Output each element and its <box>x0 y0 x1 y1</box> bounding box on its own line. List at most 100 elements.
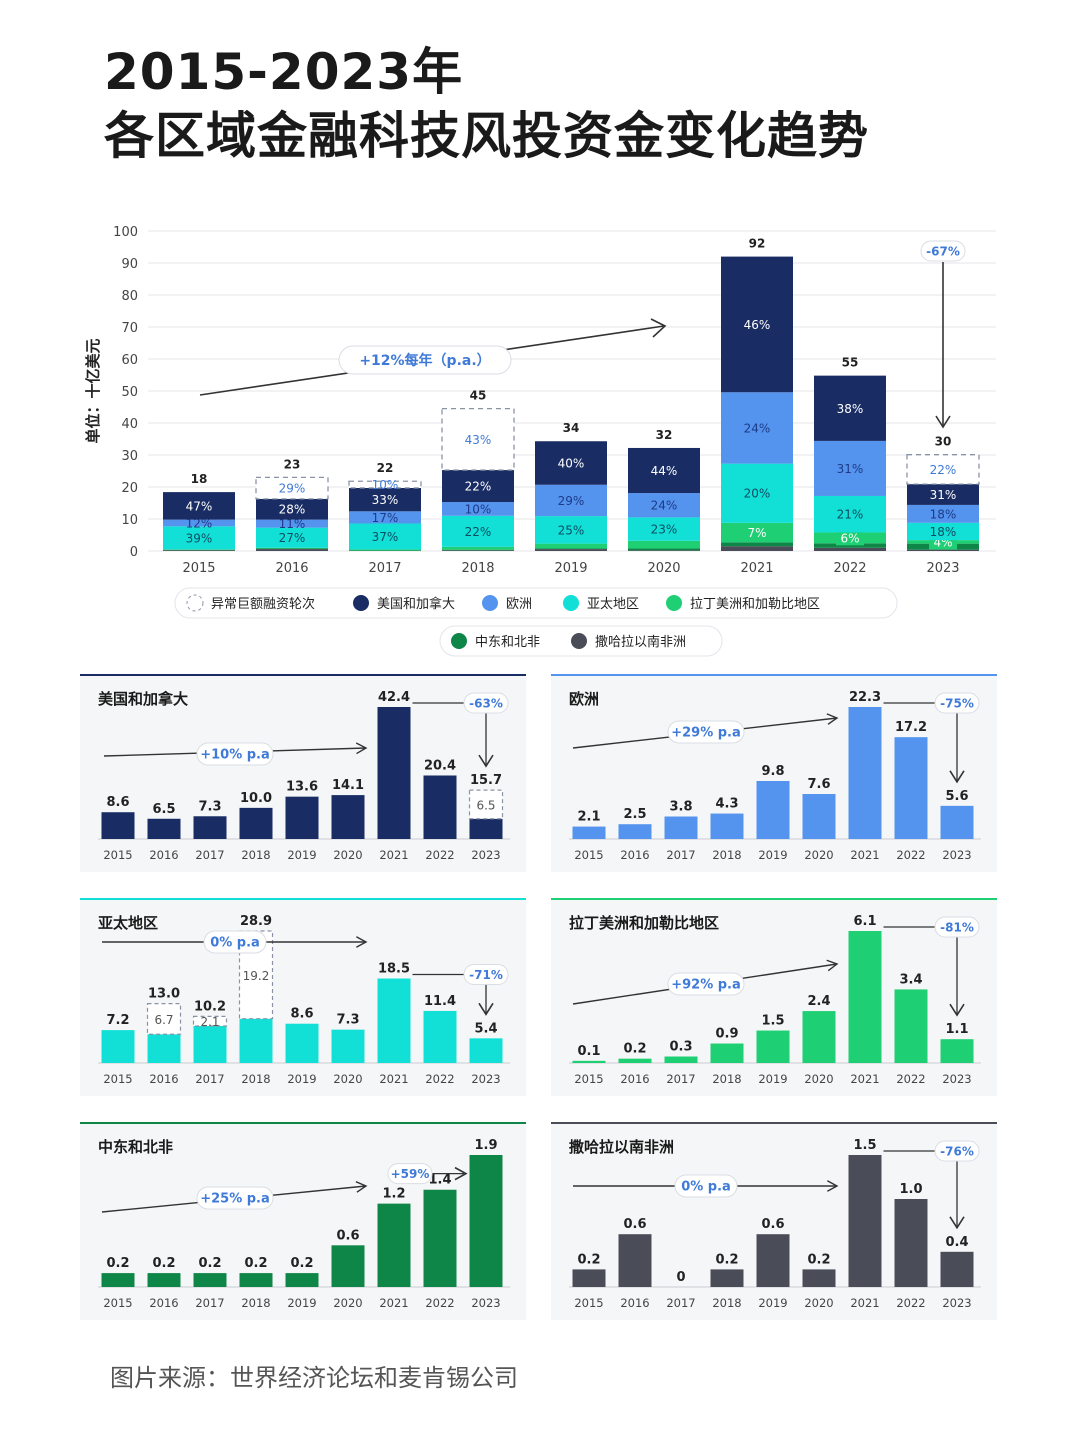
x-tick-label: 2015 <box>103 1072 132 1086</box>
trend-arrow-head <box>826 713 839 725</box>
source-note: 图片来源：世界经济论坛和麦肯锡公司 <box>110 1364 518 1392</box>
bar <box>894 737 928 839</box>
value-label: 7.3 <box>336 1013 359 1028</box>
value-label: 2.1 <box>577 810 600 825</box>
x-tick-label: 2018 <box>241 1072 270 1086</box>
drop-pill: -71% <box>463 964 509 986</box>
bar <box>618 1234 652 1287</box>
growth-pill: +59% <box>387 1163 433 1185</box>
bar <box>101 812 135 839</box>
total-label: 32 <box>656 428 673 442</box>
bar-segment-eu <box>814 440 886 496</box>
segment-label-na: 47% <box>186 499 213 513</box>
panel-title: 美国和加拿大 <box>98 690 189 708</box>
bar-segment-latam <box>628 540 700 549</box>
trend-pill-text: 0% p.a <box>681 1180 731 1195</box>
x-tick-label: 2022 <box>425 1296 454 1310</box>
trend-pill-text: +25% p.a <box>200 1192 270 1207</box>
bar-unusual <box>192 1015 228 1027</box>
value-label: 10.0 <box>240 791 272 806</box>
x-tick-label: 2017 <box>195 1296 224 1310</box>
bar <box>239 1273 273 1287</box>
x-tick-label: 2021 <box>740 561 773 576</box>
drop-pill-text: -75% <box>940 696 974 710</box>
bar <box>331 1029 365 1063</box>
panel-ssa-chart: 0.2 2015 0.6 2016 0 2017 0.2 2018 0.6 2019 0.2 2020… <box>569 1138 981 1310</box>
x-tick-label: 2023 <box>471 848 500 862</box>
value-label: 6.5 <box>152 802 175 817</box>
bar <box>848 1155 882 1287</box>
x-tick-label: 2016 <box>275 561 308 576</box>
value-label: 7.3 <box>198 799 221 814</box>
bar <box>664 1056 698 1063</box>
bar <box>756 780 790 839</box>
segment-label-na: 22% <box>465 480 492 494</box>
value-label: 0.6 <box>761 1217 784 1232</box>
panel-title: 拉丁美洲和加勒比地区 <box>569 914 720 932</box>
bar <box>147 1273 181 1287</box>
panel-mena: 0.2 2015 0.2 2016 0.2 2017 0.2 2018 0.2 2019 0.6 20… <box>80 1122 526 1320</box>
bar-segment-na <box>163 492 235 520</box>
x-tick-label: 2015 <box>182 561 215 576</box>
bar <box>618 824 652 839</box>
x-tick-label: 2023 <box>471 1072 500 1086</box>
x-tick-label: 2018 <box>712 1296 741 1310</box>
value-label: 20.4 <box>424 758 456 773</box>
x-tick-label: 2020 <box>333 1296 362 1310</box>
bar <box>285 1023 319 1063</box>
segment-label-na: 40% <box>558 457 585 471</box>
bar <box>894 989 928 1063</box>
x-tick-label: 2015 <box>103 848 132 862</box>
bar <box>285 796 319 839</box>
panel-title: 撒哈拉以南非洲 <box>569 1138 675 1156</box>
bar <box>285 1273 319 1287</box>
bar <box>572 1269 606 1287</box>
trend-pill-bg <box>203 930 267 954</box>
value-label: 0.4 <box>945 1235 968 1250</box>
x-tick-label: 2020 <box>333 848 362 862</box>
segment-label-unusual: 29% <box>279 482 306 496</box>
bar-segment-latam <box>535 543 607 549</box>
value-label: 6.1 <box>853 914 876 929</box>
value-label: 0.2 <box>623 1042 646 1057</box>
bar <box>193 1026 227 1063</box>
bar <box>940 1251 974 1287</box>
value-label: 1.0 <box>899 1182 922 1197</box>
bar-unusual <box>146 1003 182 1035</box>
panel-europe-chart: 2.1 2015 2.5 2016 3.8 2017 4.3 2018 9.8 2019 7.6 20… <box>569 690 981 862</box>
trend-pill: +10% p.a <box>196 742 274 766</box>
bar-segment-mena <box>256 548 328 550</box>
segment-label-bg <box>743 526 771 541</box>
bar-segment-eu <box>721 392 793 464</box>
drop-pill: -75% <box>934 692 980 714</box>
segment-label-eu: 11% <box>279 517 306 531</box>
x-tick-label: 2015 <box>574 1072 603 1086</box>
x-tick-label: 2022 <box>896 848 925 862</box>
x-tick-label: 2016 <box>149 848 178 862</box>
bar-segment-latam <box>442 546 514 550</box>
value-label: 3.8 <box>669 800 692 815</box>
bar-segment-eu <box>907 504 979 523</box>
x-tick-label: 2021 <box>379 1296 408 1310</box>
bar <box>377 707 411 839</box>
bar-segment-apac <box>628 517 700 541</box>
bar-segment-latam <box>349 549 421 551</box>
bar <box>331 795 365 839</box>
value-label: 1.2 <box>382 1187 405 1202</box>
bar <box>894 1199 928 1287</box>
x-tick-label: 2023 <box>471 1296 500 1310</box>
segment-label-na: 44% <box>651 464 678 478</box>
bar <box>377 1203 411 1287</box>
panel-title: 亚太地区 <box>98 914 159 932</box>
segment-label-apac: 37% <box>372 530 399 544</box>
bar-segment-na <box>814 375 886 441</box>
bar-segment-unusual <box>255 476 329 500</box>
trend-pill-bg <box>667 972 745 996</box>
x-tick-label: 2018 <box>461 561 494 576</box>
x-tick-label: 2019 <box>287 848 316 862</box>
drop-pill: -81% <box>934 916 980 938</box>
segment-label-latam: 7% <box>747 526 766 540</box>
value-label: 1.5 <box>853 1138 876 1153</box>
value-label: 18.5 <box>378 962 410 977</box>
